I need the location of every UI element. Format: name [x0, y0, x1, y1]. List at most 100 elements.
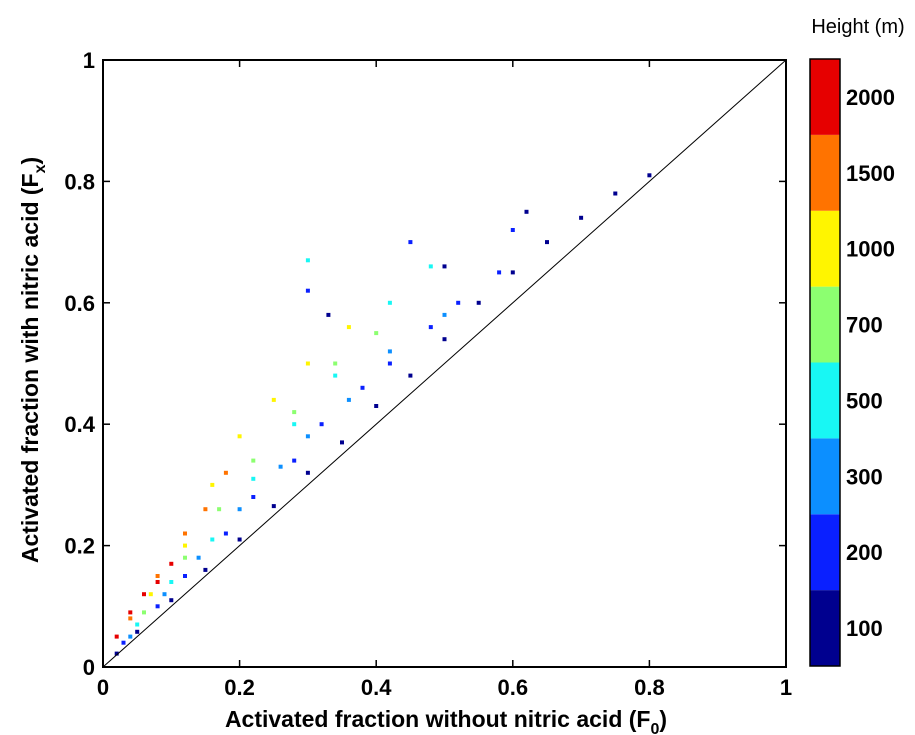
x-tick-label: 0.6	[498, 675, 529, 700]
data-point	[121, 640, 126, 645]
y-axis: 0 0.2 0.4 0.6 0.8 1	[64, 48, 786, 680]
colorbar-swatch	[810, 134, 840, 211]
data-point	[237, 434, 242, 439]
colorbar-title: Height (m)	[811, 16, 904, 38]
data-point	[360, 385, 365, 390]
data-point	[456, 300, 461, 305]
data-point	[326, 312, 331, 317]
colorbar-label: 2000	[846, 85, 895, 110]
y-tick-label: 0.8	[64, 169, 95, 194]
data-point	[387, 300, 392, 305]
data-point	[408, 373, 413, 378]
data-point	[203, 567, 208, 572]
data-point	[305, 288, 310, 293]
data-point	[169, 561, 174, 566]
colorbar-label: 100	[846, 616, 883, 641]
data-point	[223, 470, 228, 475]
colorbar-swatch	[810, 286, 840, 363]
data-point	[428, 264, 433, 269]
data-point	[183, 543, 187, 548]
data-point	[333, 361, 338, 366]
data-point	[319, 422, 324, 427]
data-point	[237, 537, 242, 542]
data-point	[128, 616, 133, 621]
y-tick-label: 0.4	[64, 412, 95, 437]
data-point	[251, 458, 256, 463]
data-point	[292, 422, 297, 427]
data-point	[128, 610, 133, 615]
colorbar-label: 200	[846, 540, 883, 565]
colorbar-frame	[809, 58, 841, 667]
data-point	[442, 312, 447, 317]
colorbar-label: 500	[846, 388, 883, 413]
reference-line-1to1	[102, 59, 787, 668]
data-point	[196, 555, 201, 560]
data-point	[183, 555, 187, 560]
data-point	[210, 537, 215, 542]
y-tick-label: 1	[83, 48, 95, 73]
colorbar: 100 200 300 500 700 1000 1500 2000	[809, 58, 895, 667]
data-point	[510, 228, 515, 232]
data-point	[128, 634, 133, 639]
data-point	[271, 504, 276, 509]
colorbar-swatch	[810, 438, 840, 515]
data-point	[114, 651, 119, 656]
data-point	[374, 404, 379, 408]
data-point	[155, 574, 160, 578]
data-point	[142, 610, 146, 615]
y-tick-label: 0.2	[64, 534, 95, 559]
colorbar-swatch	[810, 362, 840, 439]
data-point	[346, 325, 351, 330]
colorbar-swatch	[810, 210, 840, 287]
data-point	[169, 598, 174, 603]
x-tick-label: 0.8	[634, 675, 665, 700]
points-layer	[114, 173, 652, 656]
data-point	[408, 240, 413, 245]
data-point	[613, 191, 618, 196]
colorbar-label: 700	[846, 313, 883, 338]
data-point	[387, 361, 392, 366]
data-point	[428, 325, 433, 330]
data-point	[524, 209, 529, 214]
y-axis-title: Activated fraction with nitric acid (Fx)	[17, 157, 49, 563]
colorbar-label: 1500	[846, 161, 895, 186]
x-axis-title: Activated fraction without nitric acid (…	[225, 706, 667, 735]
data-point	[305, 258, 310, 263]
data-point	[374, 331, 379, 336]
data-point	[155, 604, 160, 609]
data-point	[155, 580, 160, 584]
x-axis: 0 0.2 0.4 0.6 0.8 1	[97, 60, 792, 700]
data-point	[271, 397, 276, 402]
data-point	[292, 458, 297, 463]
data-point	[647, 173, 652, 178]
data-point	[305, 434, 310, 439]
data-point	[442, 337, 447, 342]
x-tick-label: 0.4	[361, 675, 392, 700]
data-point	[340, 440, 344, 445]
colorbar-swatch	[810, 514, 840, 591]
data-point	[183, 574, 187, 578]
data-point	[217, 507, 222, 512]
data-point	[237, 507, 242, 512]
data-point	[210, 482, 215, 487]
data-point	[203, 507, 208, 512]
data-point	[497, 270, 502, 275]
x-tick-label: 1	[780, 675, 792, 700]
data-point	[162, 592, 167, 597]
data-point	[169, 580, 174, 584]
colorbar-label: 1000	[846, 237, 895, 262]
data-point	[333, 373, 338, 378]
data-point	[148, 592, 153, 597]
data-point	[135, 629, 140, 634]
data-point	[251, 495, 256, 499]
data-point	[387, 349, 392, 354]
data-point	[579, 215, 584, 220]
data-point	[292, 410, 297, 415]
colorbar-label: 300	[846, 464, 883, 489]
data-point	[510, 270, 515, 275]
data-point	[183, 531, 187, 536]
data-point	[346, 397, 351, 402]
x-tick-label: 0.2	[224, 675, 255, 700]
